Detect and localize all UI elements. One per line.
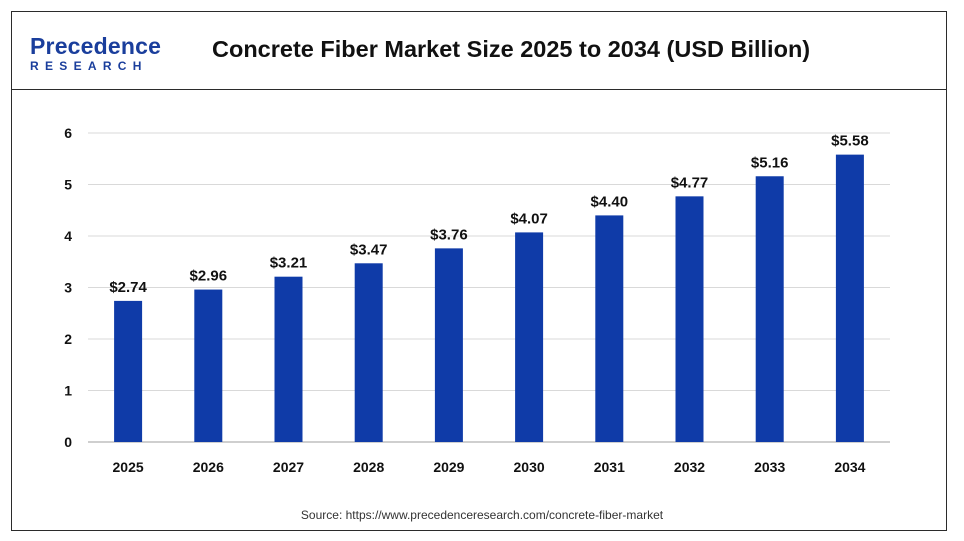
data-label-2034: $5.58 — [831, 133, 869, 150]
data-label-2032: $4.77 — [671, 174, 709, 191]
bar-2029 — [434, 248, 463, 442]
bar-2025 — [114, 300, 143, 442]
data-label-2031: $4.40 — [591, 193, 629, 210]
x-tick-label-2027: 2027 — [273, 459, 304, 475]
data-label-2033: $5.16 — [751, 154, 789, 171]
x-tick-label-2026: 2026 — [193, 459, 224, 475]
chart-header: Precedence RESEARCH Concrete Fiber Marke… — [12, 12, 946, 90]
bar-2032 — [675, 196, 704, 442]
brand-logo: Precedence RESEARCH — [30, 34, 180, 78]
y-tick-label: 1 — [64, 383, 72, 399]
y-tick-label: 6 — [64, 125, 72, 141]
x-tick-label-2034: 2034 — [834, 459, 865, 475]
x-tick-label-2031: 2031 — [594, 459, 625, 475]
y-tick-label: 2 — [64, 331, 72, 347]
bar-2026 — [194, 289, 223, 442]
bar-2031 — [595, 215, 624, 442]
y-tick-label: 4 — [64, 228, 72, 244]
chart-frame: Precedence RESEARCH Concrete Fiber Marke… — [11, 11, 947, 531]
x-tick-label-2025: 2025 — [113, 459, 144, 475]
x-tick-label-2028: 2028 — [353, 459, 384, 475]
bar-2028 — [354, 263, 383, 442]
bar-2034 — [835, 154, 864, 442]
data-label-2026: $2.96 — [190, 268, 228, 285]
bar-2033 — [755, 176, 784, 442]
bar-2027 — [274, 276, 303, 442]
data-label-2025: $2.74 — [109, 279, 147, 296]
x-tick-label-2030: 2030 — [514, 459, 545, 475]
bar-2030 — [515, 232, 544, 442]
source-note: Source: https://www.precedenceresearch.c… — [300, 508, 664, 522]
y-tick-label: 3 — [64, 280, 72, 296]
data-label-2027: $3.21 — [270, 255, 308, 272]
x-tick-label-2033: 2033 — [754, 459, 785, 475]
y-tick-label: 0 — [64, 434, 72, 450]
data-label-2028: $3.47 — [350, 241, 388, 258]
x-tick-label-2029: 2029 — [433, 459, 464, 475]
logo-sub-text: RESEARCH — [30, 59, 148, 73]
y-tick-label: 5 — [64, 177, 72, 193]
chart-title: Concrete Fiber Market Size 2025 to 2034 … — [212, 36, 811, 62]
logo-main-text: Precedence — [30, 33, 162, 59]
x-tick-label-2032: 2032 — [674, 459, 705, 475]
data-label-2030: $4.07 — [510, 210, 548, 227]
data-label-2029: $3.76 — [430, 226, 468, 243]
